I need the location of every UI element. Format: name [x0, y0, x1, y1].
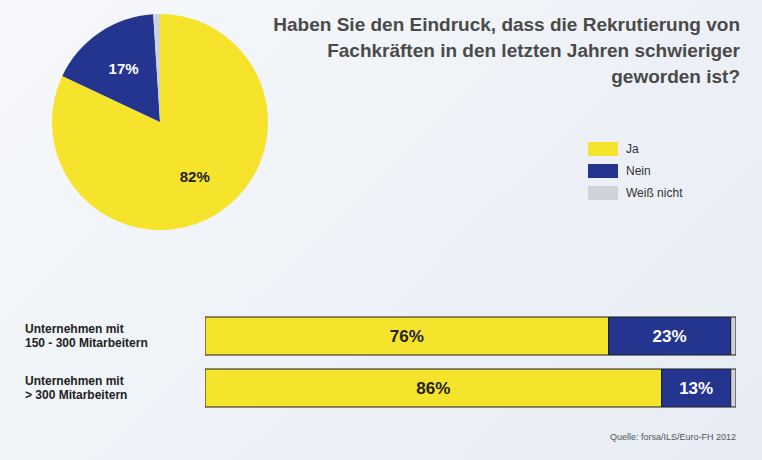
svg-text:Unternehmen mit> 300 Mitarbeit: Unternehmen mit> 300 Mitarbeitern	[25, 374, 127, 402]
html-text:Weiß nicht: Weiß nicht	[626, 186, 683, 200]
svg-text:23%: 23%	[653, 327, 687, 346]
svg-text:82%: 82%	[180, 168, 210, 185]
svg-text:13%: 13%	[679, 379, 713, 398]
html-text:Quelle: forsa/ILS/Euro-FH 2012: Quelle: forsa/ILS/Euro-FH 2012	[609, 432, 736, 442]
svg-text:Unternehmen mit150 - 300 Mitar: Unternehmen mit150 - 300 Mitarbeitern	[25, 322, 148, 350]
svg-text:86%: 86%	[416, 379, 450, 398]
html-text:Haben Sie den Eindruck, dass d: Haben Sie den Eindruck, dass die Rekruti…	[273, 14, 740, 87]
svg-text:76%: 76%	[390, 327, 424, 346]
svg-text:17%: 17%	[109, 60, 139, 77]
html-text:Nein: Nein	[626, 164, 651, 178]
html-text:Ja: Ja	[626, 142, 639, 156]
